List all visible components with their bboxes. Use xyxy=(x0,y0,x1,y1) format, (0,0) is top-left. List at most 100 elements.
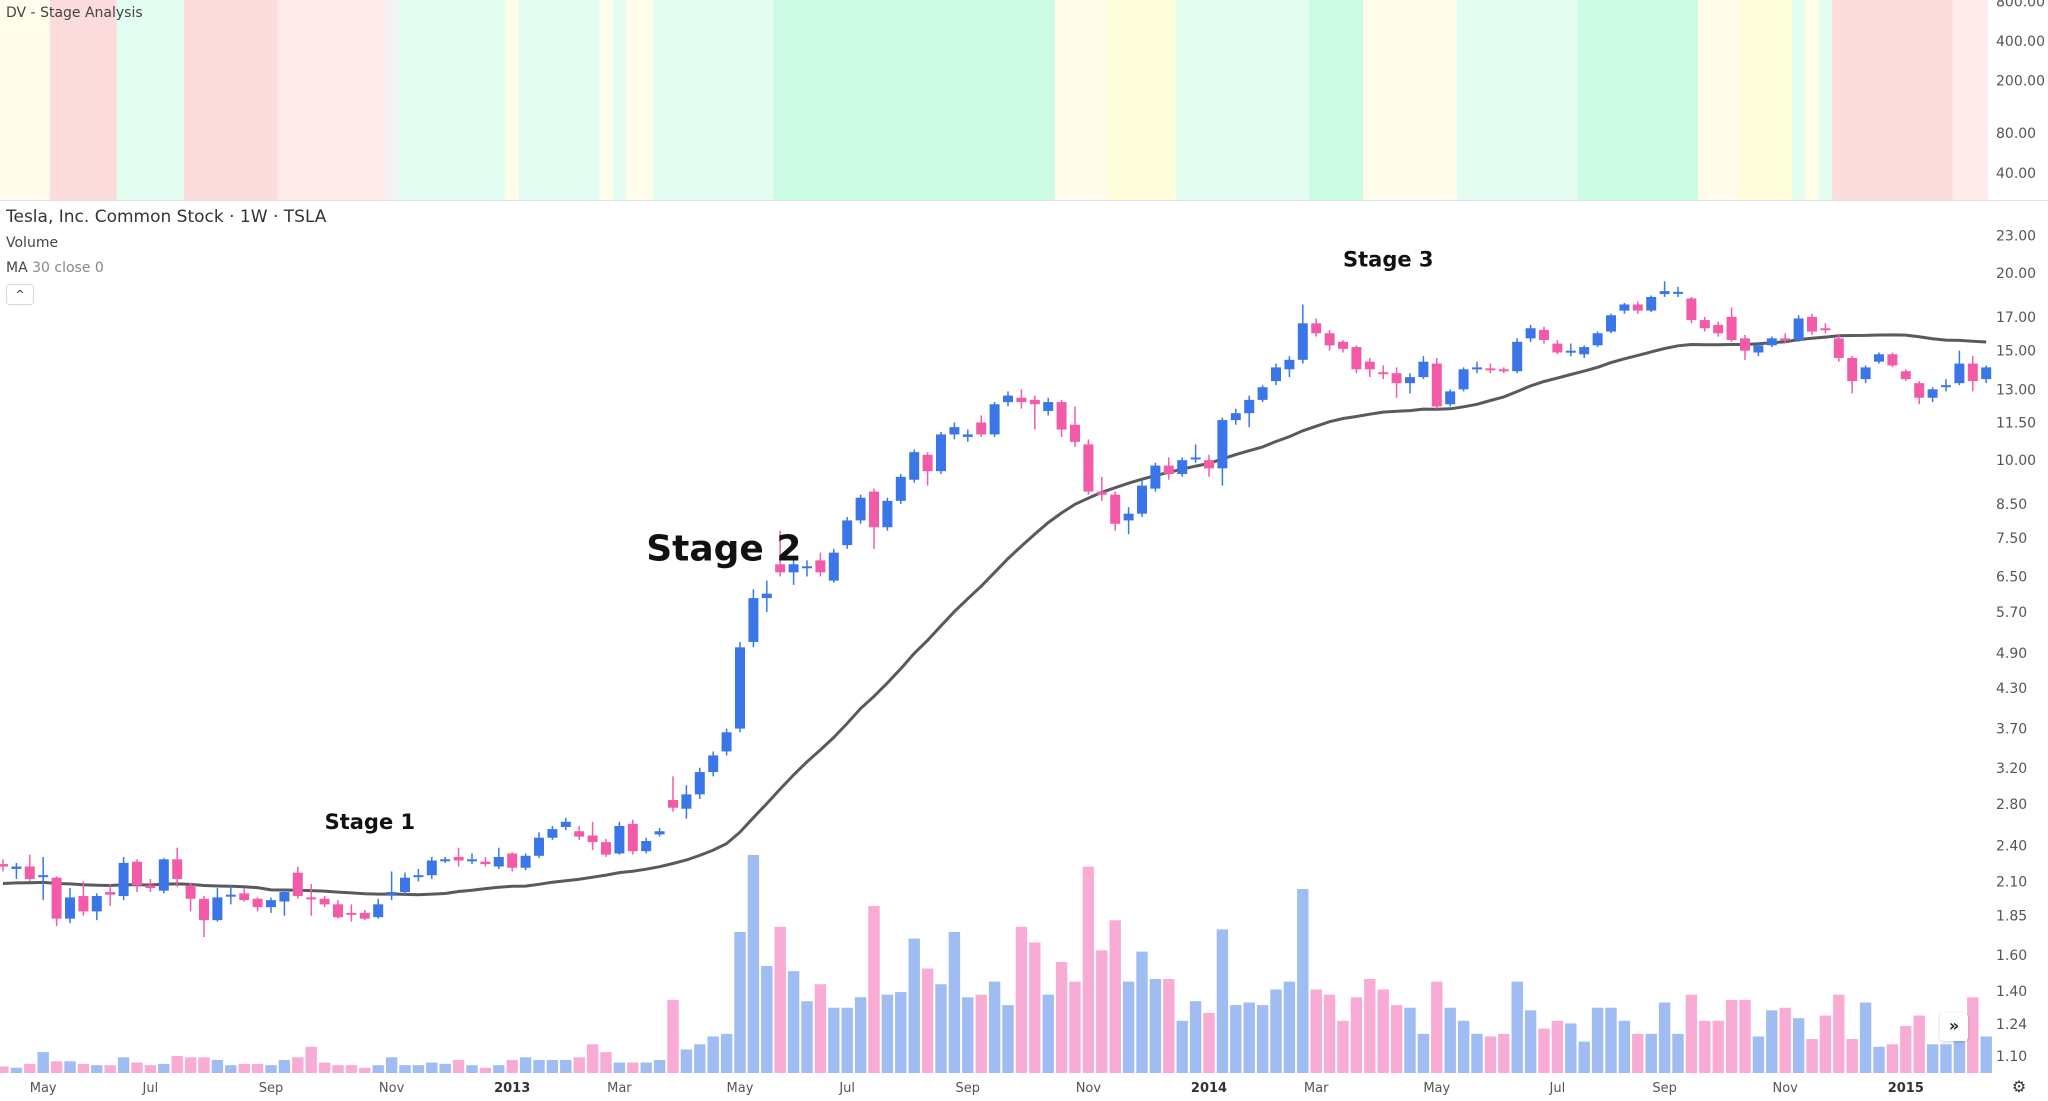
volume-bar xyxy=(1699,1020,1711,1073)
candle-body xyxy=(1807,316,1817,332)
candle-down xyxy=(1324,329,1335,351)
candle-body xyxy=(1833,338,1844,358)
time-tick-label: Sep xyxy=(259,1081,284,1096)
candle-body xyxy=(1525,328,1536,339)
candle-body xyxy=(1780,338,1791,341)
price-tick-label: 10.00 xyxy=(1996,453,2036,469)
candle-up xyxy=(1565,343,1576,357)
candle-body xyxy=(1271,367,1281,382)
volume-bar xyxy=(412,1065,425,1073)
candle-up xyxy=(65,888,75,924)
candle-body xyxy=(1874,354,1884,362)
stage-band xyxy=(1456,0,1578,200)
candle-body xyxy=(1927,389,1938,398)
candle-body xyxy=(668,800,678,808)
volume-bar xyxy=(144,1065,157,1073)
candle-body xyxy=(1579,347,1590,355)
volume-bar xyxy=(1725,999,1738,1073)
candle-up xyxy=(1512,338,1523,374)
candle-body xyxy=(601,842,611,855)
candle-body xyxy=(1204,460,1214,469)
scroll-to-realtime-button[interactable]: » xyxy=(1940,1013,1968,1041)
candle-body xyxy=(909,452,920,480)
candle-body xyxy=(1967,363,1978,382)
candle-up xyxy=(1297,304,1308,364)
candle-down xyxy=(1351,345,1362,374)
volume-bar xyxy=(1913,1015,1925,1073)
candle-down xyxy=(1539,326,1549,344)
candle-body xyxy=(1726,316,1737,341)
volume-bar xyxy=(1029,942,1041,1073)
candle-body xyxy=(1445,391,1456,405)
volume-bar xyxy=(184,1057,197,1073)
volume-bar xyxy=(1136,951,1148,1073)
candle-body xyxy=(1659,291,1670,295)
time-axis[interactable]: May Jul Sep Nov 2013 Mar May Jul Sep Nov 2014 Mar Ma… xyxy=(30,1081,1924,1096)
volume-bar xyxy=(653,1059,666,1073)
volume-bar xyxy=(77,1063,90,1073)
candle-body xyxy=(694,772,705,795)
price-tick-label: 1.60 xyxy=(1996,948,2027,964)
symbol-title[interactable]: Tesla, Inc. Common Stock · 1W · TSLA xyxy=(6,207,327,227)
candle-body xyxy=(654,831,665,835)
ma-legend[interactable]: MA 30 close 0 xyxy=(6,260,104,276)
candle-body xyxy=(1284,359,1295,370)
candle-down xyxy=(976,415,987,437)
volume-bar xyxy=(506,1059,518,1073)
candle-up xyxy=(1606,313,1616,334)
candle-body xyxy=(172,859,183,879)
candle-down xyxy=(815,552,826,577)
chart-settings-button[interactable]: ⚙ xyxy=(2010,1078,2028,1096)
price-tick-label: 8.50 xyxy=(1996,497,2027,513)
volume-bar xyxy=(1605,1007,1617,1073)
candle-up xyxy=(882,497,893,531)
candle-body xyxy=(641,841,652,852)
candle-up xyxy=(735,641,745,733)
candle-down xyxy=(1083,439,1094,495)
time-tick-label: May xyxy=(1423,1081,1450,1096)
volume-bar xyxy=(1658,1002,1671,1073)
candle-body xyxy=(708,755,719,773)
volume-bar xyxy=(613,1062,626,1073)
candle-body xyxy=(1311,323,1322,334)
candle-body xyxy=(1673,291,1683,294)
candle-up xyxy=(520,853,531,871)
price-axis[interactable]: 23.00 20.00 17.00 15.00 13.00 11.50 10.00 8.50 7… xyxy=(1996,228,2036,1065)
price-tick-label: 4.90 xyxy=(1996,646,2027,662)
candle-up xyxy=(279,889,290,916)
time-tick-label: Nov xyxy=(1773,1081,1799,1096)
candle-up xyxy=(1003,391,1013,407)
volume-bar xyxy=(1792,1018,1805,1073)
volume-legend[interactable]: Volume xyxy=(6,235,59,251)
candle-body xyxy=(802,566,812,569)
stage-band xyxy=(1818,0,1833,200)
price-tick-label: 17.00 xyxy=(1996,310,2036,326)
volume-bar xyxy=(1122,981,1135,1073)
candle-body xyxy=(534,837,544,856)
time-tick-label: 2013 xyxy=(494,1081,530,1096)
indicator-title[interactable]: DV - Stage Analysis xyxy=(6,5,143,21)
stage-label: Stage 2 xyxy=(646,528,801,569)
volume-bar xyxy=(1015,926,1028,1073)
collapse-legend-button[interactable]: ^ xyxy=(6,284,34,305)
candle-down xyxy=(0,859,8,872)
candle-up xyxy=(654,828,665,837)
candle-down xyxy=(601,838,611,857)
candle-body xyxy=(493,856,504,867)
candle-up xyxy=(855,494,866,524)
candle-up xyxy=(1217,417,1228,486)
volume-bar xyxy=(332,1065,344,1073)
volume-bar xyxy=(680,1049,693,1073)
volume-bar xyxy=(546,1059,559,1073)
volume-bar xyxy=(1551,1020,1564,1073)
candle-body xyxy=(842,520,853,546)
volume-bar xyxy=(1859,1002,1872,1073)
volume-bar xyxy=(1444,1007,1456,1073)
price-tick-label: 3.70 xyxy=(1996,722,2027,738)
volume-bar xyxy=(1377,989,1389,1073)
candle-up xyxy=(1525,324,1536,342)
volume-bar xyxy=(573,1057,585,1073)
time-tick-label: May xyxy=(727,1081,754,1096)
candle-up xyxy=(1418,356,1429,380)
